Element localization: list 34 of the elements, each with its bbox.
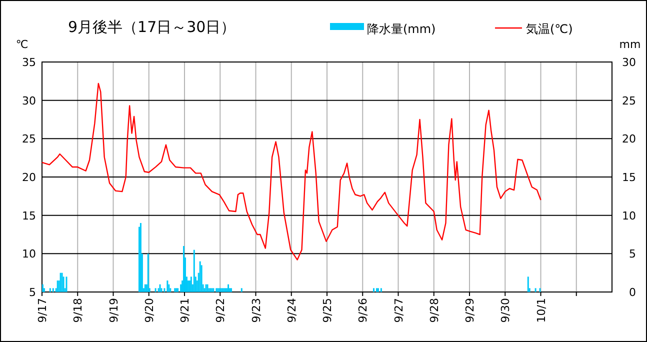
y-axis-title: ℃	[16, 38, 28, 51]
y2-tick-label: 5	[629, 248, 636, 261]
y2-tick-label: 30	[622, 56, 636, 69]
x-tick-label: 9/29	[464, 298, 476, 323]
x-tick-label: 9/26	[356, 298, 370, 323]
x-tick-label: 9/18	[72, 298, 85, 323]
y-tick-label: 15	[22, 209, 36, 222]
x-tick-label: 9/22	[214, 298, 228, 323]
x-tick-label: 9/19	[107, 298, 120, 323]
x-tick-label: 9/24	[285, 298, 298, 323]
y2-axis-title: mm	[619, 38, 641, 51]
y2-tick-label: 20	[622, 132, 636, 146]
y2-tick-label: 10	[622, 209, 636, 222]
x-tick-label: 9/28	[428, 298, 441, 323]
x-tick-label: 9/25	[321, 298, 334, 323]
chart-title: 9月後半（17日～30日）	[68, 18, 236, 36]
y-tick-label: 35	[22, 56, 36, 69]
x-tick-label: 9/23	[250, 298, 263, 323]
y2-tick-label: 25	[622, 94, 636, 108]
x-tick-label: 9/27	[392, 298, 406, 323]
x-tick-label: 9/20	[142, 298, 156, 323]
x-tick-label: 9/17	[36, 298, 49, 323]
x-tick-label: 10/1	[534, 298, 548, 323]
y2-tick-label: 15	[622, 171, 636, 184]
legend-label: 降水量(mm)	[367, 22, 436, 36]
x-tick-label: 9/21	[178, 298, 192, 323]
y-tick-label: 25	[22, 132, 36, 146]
y-tick-label: 30	[22, 94, 36, 108]
y-tick-label: 20	[22, 171, 36, 184]
y-tick-label: 5	[29, 286, 36, 299]
x-tick-label: 9/30	[499, 298, 512, 323]
y2-tick-label: 0	[629, 286, 636, 299]
y-tick-label: 10	[22, 248, 36, 261]
legend-label: 気温(℃)	[526, 22, 573, 36]
